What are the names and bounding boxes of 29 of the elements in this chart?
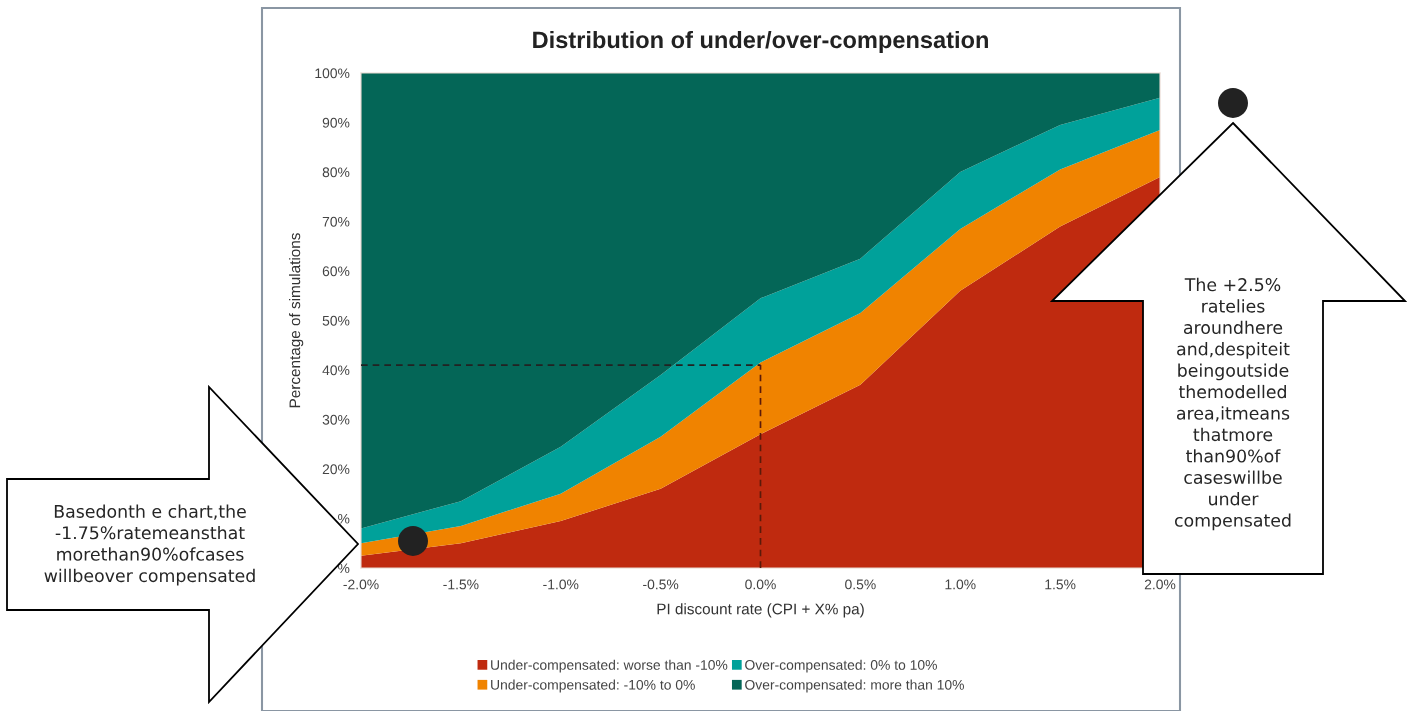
y-tick-label: 40%: [322, 365, 350, 376]
x-tick-label: -2.0%: [343, 579, 379, 590]
x-tick-label: 1.0%: [945, 579, 976, 590]
legend-label: Over-compensated: more than 10%: [745, 679, 964, 693]
x-tick-label: 1.5%: [1045, 579, 1076, 590]
legend-label: Under-compensated: -10% to 0%: [491, 679, 695, 693]
legend-label: Under-compensated: worse than -10%: [491, 659, 728, 673]
chart-title: Distribution of under/over-compensation: [533, 30, 988, 53]
x-axis-title: PI discount rate (CPI + X% pa): [657, 603, 864, 618]
y-tick-label: %: [338, 563, 350, 574]
y-tick-label: 100%: [315, 68, 350, 79]
text: The +2.5% ratelies aroundhere and,despiteit beingoutside themodelled area,itmeans thatmore than90%of caseswillbe under compensated: [1174, 277, 1291, 531]
x-tick-label: 2.0%: [1144, 579, 1176, 590]
y-tick-label: 90%: [322, 117, 350, 128]
y-tick-label: 80%: [322, 167, 350, 178]
y-tick-label: 60%: [322, 266, 350, 277]
x-tick-label: -0.5%: [643, 579, 679, 590]
y-axis-title: Percentage of simulations: [289, 233, 304, 408]
x-tick-label: -1.5%: [443, 579, 479, 590]
y-tick-label: 30%: [322, 414, 350, 425]
y-tick-label: %: [338, 513, 350, 524]
text: Basedonth e chart,the -1.75%ratemeansthat morethan90%ofcases willbeover compensated: [44, 504, 255, 586]
x-tick-label: 0.5%: [845, 579, 876, 590]
y-tick-label: 20%: [322, 464, 350, 475]
x-tick-label: 0.0%: [745, 579, 776, 590]
y-tick-label: 70%: [322, 216, 350, 227]
x-tick-label: -1.0%: [543, 579, 579, 590]
y-tick-label: 50%: [322, 315, 350, 326]
legend-label: Over-compensated: 0% to 10%: [745, 659, 937, 673]
